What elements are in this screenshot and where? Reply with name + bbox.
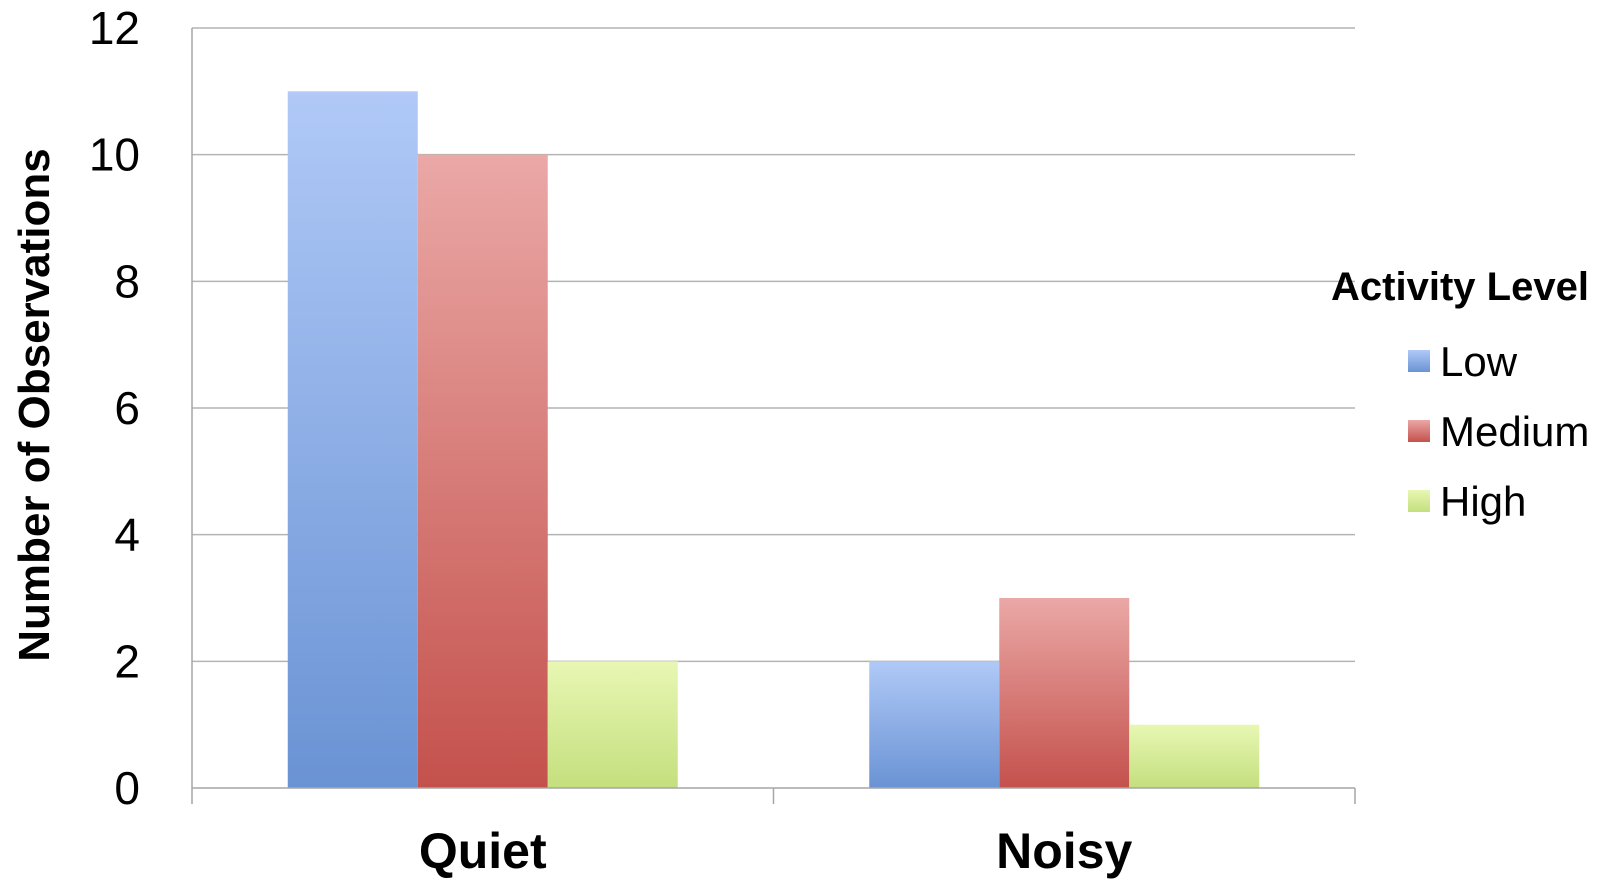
y-tick-label: 2 — [114, 635, 140, 687]
legend-items: Low Medium High — [1408, 338, 1589, 525]
axes — [191, 28, 1356, 804]
legend-swatch-medium — [1408, 420, 1430, 442]
y-tick-label: 0 — [114, 762, 140, 814]
legend-label-medium: Medium — [1440, 408, 1589, 455]
y-tick-label: 10 — [89, 129, 140, 181]
bar-quiet-medium — [417, 154, 548, 788]
legend: Activity Level Low Medium High — [1331, 265, 1589, 525]
bars — [287, 91, 1260, 789]
x-category-labels: Quiet Noisy — [419, 823, 1133, 879]
x-category-label: Noisy — [996, 823, 1132, 879]
y-tick-label: 12 — [89, 2, 140, 54]
bar-quiet-low — [287, 91, 418, 789]
legend-swatch-high — [1408, 490, 1430, 512]
y-tick-labels: 0 2 4 6 8 10 12 — [89, 2, 140, 814]
y-tick-label: 4 — [114, 509, 140, 561]
y-axis-label: Number of Observations — [10, 148, 59, 661]
bar-noisy-high — [1129, 724, 1260, 788]
x-category-label: Quiet — [419, 823, 547, 879]
y-tick-label: 8 — [114, 255, 140, 307]
bar-quiet-high — [547, 661, 678, 788]
legend-swatch-low — [1408, 350, 1430, 372]
legend-label-low: Low — [1440, 338, 1518, 385]
bar-noisy-low — [869, 661, 1000, 788]
legend-label-high: High — [1440, 478, 1526, 525]
bar-noisy-medium — [999, 598, 1130, 788]
legend-title: Activity Level — [1331, 265, 1589, 309]
y-tick-label: 6 — [114, 382, 140, 434]
